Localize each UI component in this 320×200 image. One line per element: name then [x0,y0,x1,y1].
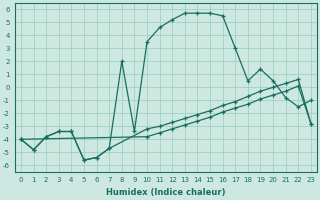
X-axis label: Humidex (Indice chaleur): Humidex (Indice chaleur) [106,188,226,197]
